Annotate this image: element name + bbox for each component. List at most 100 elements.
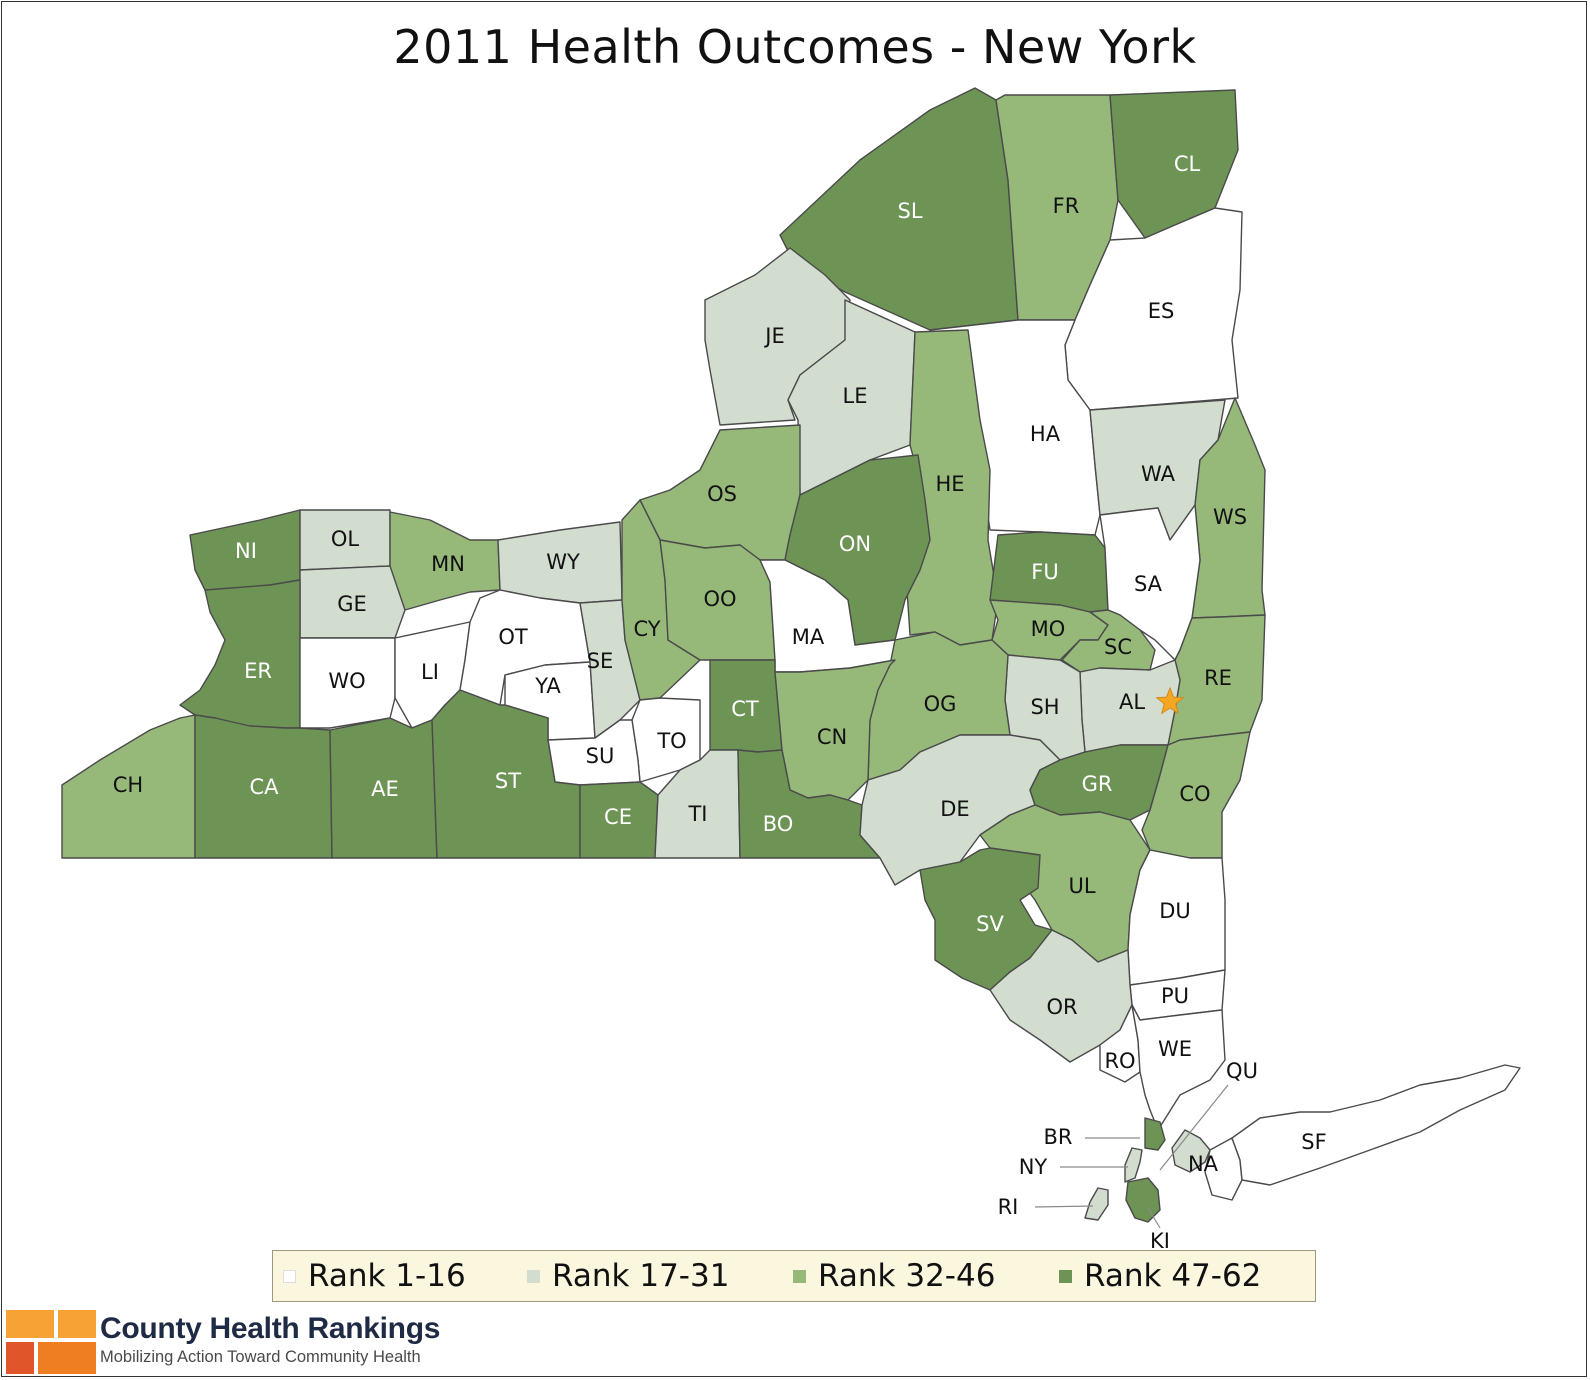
county-label-wa: WA (1141, 462, 1176, 486)
county-label-cl: CL (1174, 152, 1201, 176)
county-label-le: LE (843, 384, 868, 408)
county-label-su: SU (586, 744, 615, 768)
county-label-mo: MO (1031, 617, 1066, 641)
county-label-sh: SH (1030, 695, 1059, 719)
county-ch (61, 714, 196, 859)
labels-layer: SL FR CL ES JE LE HA HE WA WS OS ON NI OL MN WY GE ER WO LI… (113, 152, 1327, 1253)
county-er (179, 579, 301, 729)
county-label-on: ON (839, 532, 871, 556)
county-label-ge: GE (337, 592, 367, 616)
county-label-ya: YA (534, 674, 561, 698)
county-label-bo: BO (763, 812, 794, 836)
county-label-oo: OO (703, 587, 736, 611)
county-label-ki: KI (1150, 1229, 1170, 1253)
county-label-ri: RI (998, 1195, 1019, 1219)
county-label-co: CO (1179, 782, 1210, 806)
county-ca (194, 714, 333, 859)
county-label-se: SE (587, 649, 614, 673)
county-label-de: DE (940, 797, 969, 821)
county-label-fu: FU (1031, 560, 1058, 584)
brand-block: County Health Rankings Mobilizing Action… (100, 1312, 440, 1367)
leader-line-qu (1159, 1084, 1229, 1171)
leader-line-ki (1147, 1207, 1161, 1229)
county-label-sa: SA (1134, 572, 1163, 596)
county-label-ch: CH (113, 773, 143, 797)
county-label-ro: RO (1104, 1049, 1135, 1073)
county-label-al: AL (1119, 690, 1145, 714)
county-label-ct: CT (731, 697, 759, 721)
county-label-sl: SL (897, 199, 922, 223)
legend-swatch (527, 1269, 541, 1283)
county-label-mn: MN (431, 552, 465, 576)
county-ti (654, 749, 741, 859)
legend-item-rank-1-16: Rank 1-16 (273, 1258, 517, 1294)
county-label-os: OS (707, 482, 737, 506)
county-qu (1171, 1129, 1211, 1173)
county-label-es: ES (1148, 299, 1175, 323)
legend: Rank 1-16 Rank 17-31 Rank 32-46 Rank 47-… (272, 1250, 1316, 1302)
county-label-to: TO (656, 729, 686, 753)
county-label-ae: AE (371, 777, 399, 801)
county-label-ma: MA (792, 625, 825, 649)
legend-item-rank-32-46: Rank 32-46 (783, 1258, 1049, 1294)
county-label-sv: SV (976, 912, 1004, 936)
county-label-cn: CN (817, 725, 847, 749)
county-label-ha: HA (1030, 422, 1061, 446)
county-st (431, 689, 581, 859)
county-label-or: OR (1046, 995, 1077, 1019)
county-label-st: ST (495, 769, 521, 793)
county-or (989, 929, 1133, 1063)
county-label-wy: WY (546, 550, 580, 574)
county-ki (1125, 1177, 1161, 1223)
leader-lines (1034, 1084, 1229, 1229)
county-label-cy: CY (633, 617, 660, 641)
county-bo (737, 749, 881, 859)
legend-swatch (283, 1269, 296, 1283)
county-label-sc: SC (1104, 635, 1132, 659)
legend-label: Rank 32-46 (818, 1258, 996, 1294)
county-label-li: LI (421, 660, 439, 684)
legend-label: Rank 17-31 (552, 1258, 730, 1294)
legend-item-rank-17-31: Rank 17-31 (517, 1258, 783, 1294)
leader-line-ri (1034, 1205, 1094, 1208)
county-label-ni: NI (235, 539, 257, 563)
county-br (1144, 1117, 1166, 1151)
county-label-br: BR (1044, 1125, 1073, 1149)
star-icon (1155, 686, 1185, 715)
brand-name: County Health Rankings (100, 1312, 441, 1345)
county-label-wo: WO (328, 669, 365, 693)
county-label-qu: QU (1226, 1059, 1258, 1083)
brand-tagline: Mobilizing Action Toward Community Healt… (100, 1348, 421, 1366)
county-ny (1124, 1147, 1143, 1183)
county-label-sf: SF (1301, 1130, 1326, 1154)
legend-swatch (1059, 1269, 1073, 1283)
map-title: 2011 Health Outcomes - New York (393, 20, 1197, 74)
county-sf (1231, 1064, 1521, 1186)
county-label-ca: CA (249, 775, 279, 799)
county-label-ul: UL (1068, 874, 1095, 898)
county-label-re: RE (1204, 666, 1232, 690)
county-label-na: NA (1188, 1152, 1219, 1176)
county-ri (1084, 1187, 1109, 1221)
county-label-fr: FR (1053, 194, 1080, 218)
legend-item-rank-47-62: Rank 47-62 (1049, 1258, 1315, 1294)
county-label-pu: PU (1161, 984, 1189, 1008)
legend-label: Rank 47-62 (1084, 1258, 1262, 1294)
county-label-ol: OL (331, 527, 360, 551)
county-label-gr: GR (1082, 772, 1113, 796)
county-label-ny: NY (1019, 1155, 1048, 1179)
county-label-we: WE (1158, 1037, 1192, 1061)
county-label-ws: WS (1213, 505, 1247, 529)
county-label-er: ER (244, 659, 272, 683)
legend-label: Rank 1-16 (308, 1258, 466, 1294)
legend-swatch (793, 1269, 807, 1283)
county-label-og: OG (924, 692, 957, 716)
county-label-ti: TI (687, 802, 707, 826)
county-we (1131, 1004, 1226, 1131)
capital-marker (1155, 686, 1185, 715)
counties-layer (61, 87, 1521, 1223)
county-label-ot: OT (498, 625, 528, 649)
county-health-rankings-logo-icon (6, 1310, 96, 1374)
